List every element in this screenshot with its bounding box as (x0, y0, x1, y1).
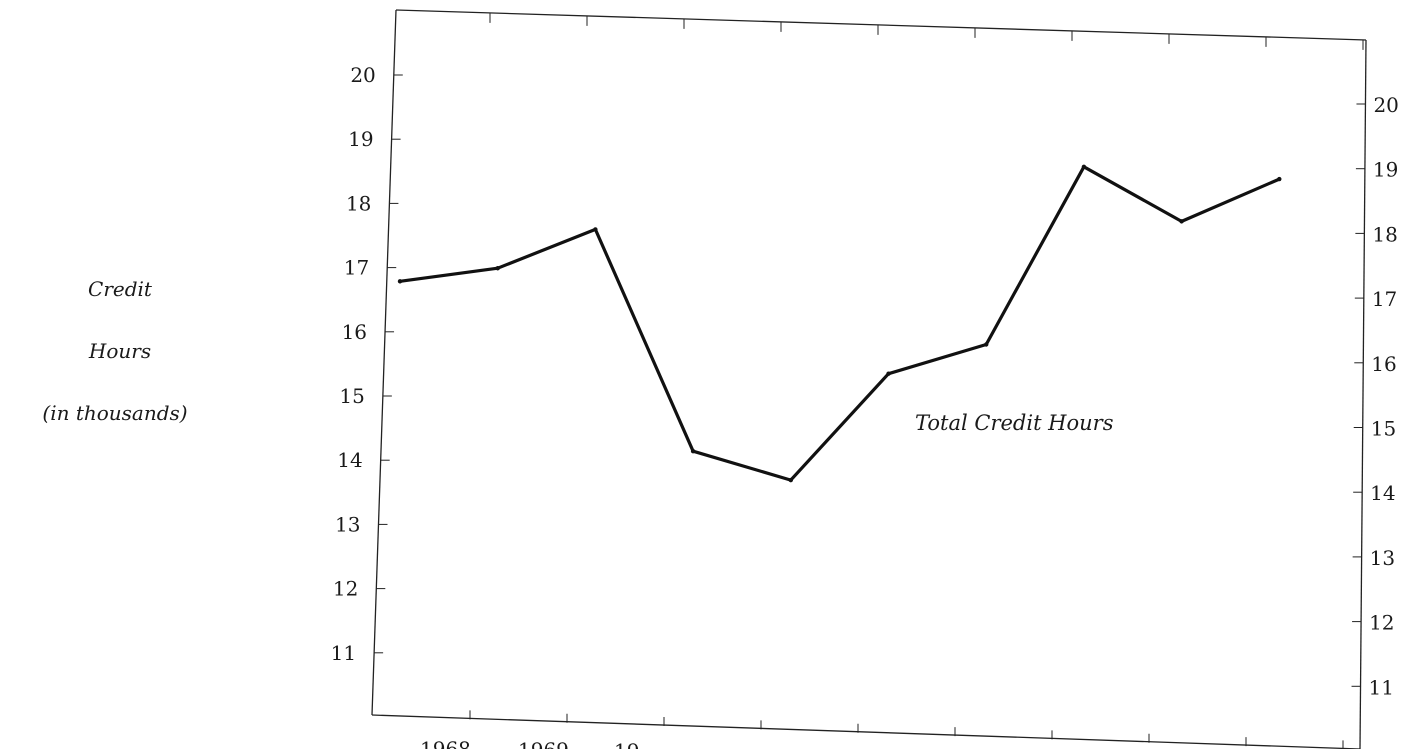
data-point (690, 449, 696, 454)
left-y-tick-label: 14 (337, 448, 362, 472)
right-y-tick-label: 14 (1370, 481, 1395, 505)
right-y-tick-label: 18 (1372, 222, 1397, 246)
right-y-tick-label: 16 (1371, 352, 1396, 376)
right-y-tick-label: 19 (1373, 158, 1398, 182)
series-line-total-credit-hours (398, 165, 1281, 482)
data-point (1179, 219, 1184, 224)
left-y-tick-label: 18 (346, 191, 371, 215)
left-y-tick-label: 19 (348, 127, 373, 151)
data-point (1081, 164, 1087, 169)
right-y-tick-label: 20 (1373, 93, 1398, 117)
data-point (788, 477, 793, 483)
left-y-tick-label: 13 (335, 512, 360, 536)
right-y-tick-label: 12 (1369, 611, 1394, 635)
data-point (397, 279, 403, 284)
left-y-tick-label: 17 (344, 256, 369, 280)
y-axis-label-line-1: Credit (88, 277, 153, 301)
frame-right (1359, 39, 1367, 749)
y-axis-label-line-2: Hours (88, 339, 151, 363)
left-y-tick-label: 12 (333, 577, 358, 601)
right-y-tick-label: 13 (1370, 546, 1395, 570)
frame-top (395, 9, 1367, 41)
right-y-tick-label: 15 (1371, 417, 1396, 441)
frame-bottom (371, 714, 1361, 749)
left-y-tick-label: 16 (342, 320, 367, 344)
left-y-tick-label: 20 (350, 63, 375, 87)
y-axis-label-line-3: (in thousands) (42, 401, 187, 425)
left-y-tick-label: 15 (339, 384, 364, 408)
x-tick-label: 1969 (518, 738, 569, 749)
data-point (1277, 176, 1282, 182)
data-point (593, 227, 598, 232)
series-annotation: Total Credit Hours (915, 411, 1114, 435)
right-y-tick-label: 17 (1372, 287, 1397, 311)
data-point (495, 266, 500, 271)
data-point (984, 342, 989, 347)
right-y-tick-label: 11 (1369, 675, 1394, 699)
x-tick-label: 19 (614, 739, 639, 749)
x-tick-label: 1968 (420, 737, 471, 749)
left-y-tick-label: 11 (331, 641, 356, 665)
data-point (886, 371, 891, 376)
frame-left (371, 9, 397, 716)
